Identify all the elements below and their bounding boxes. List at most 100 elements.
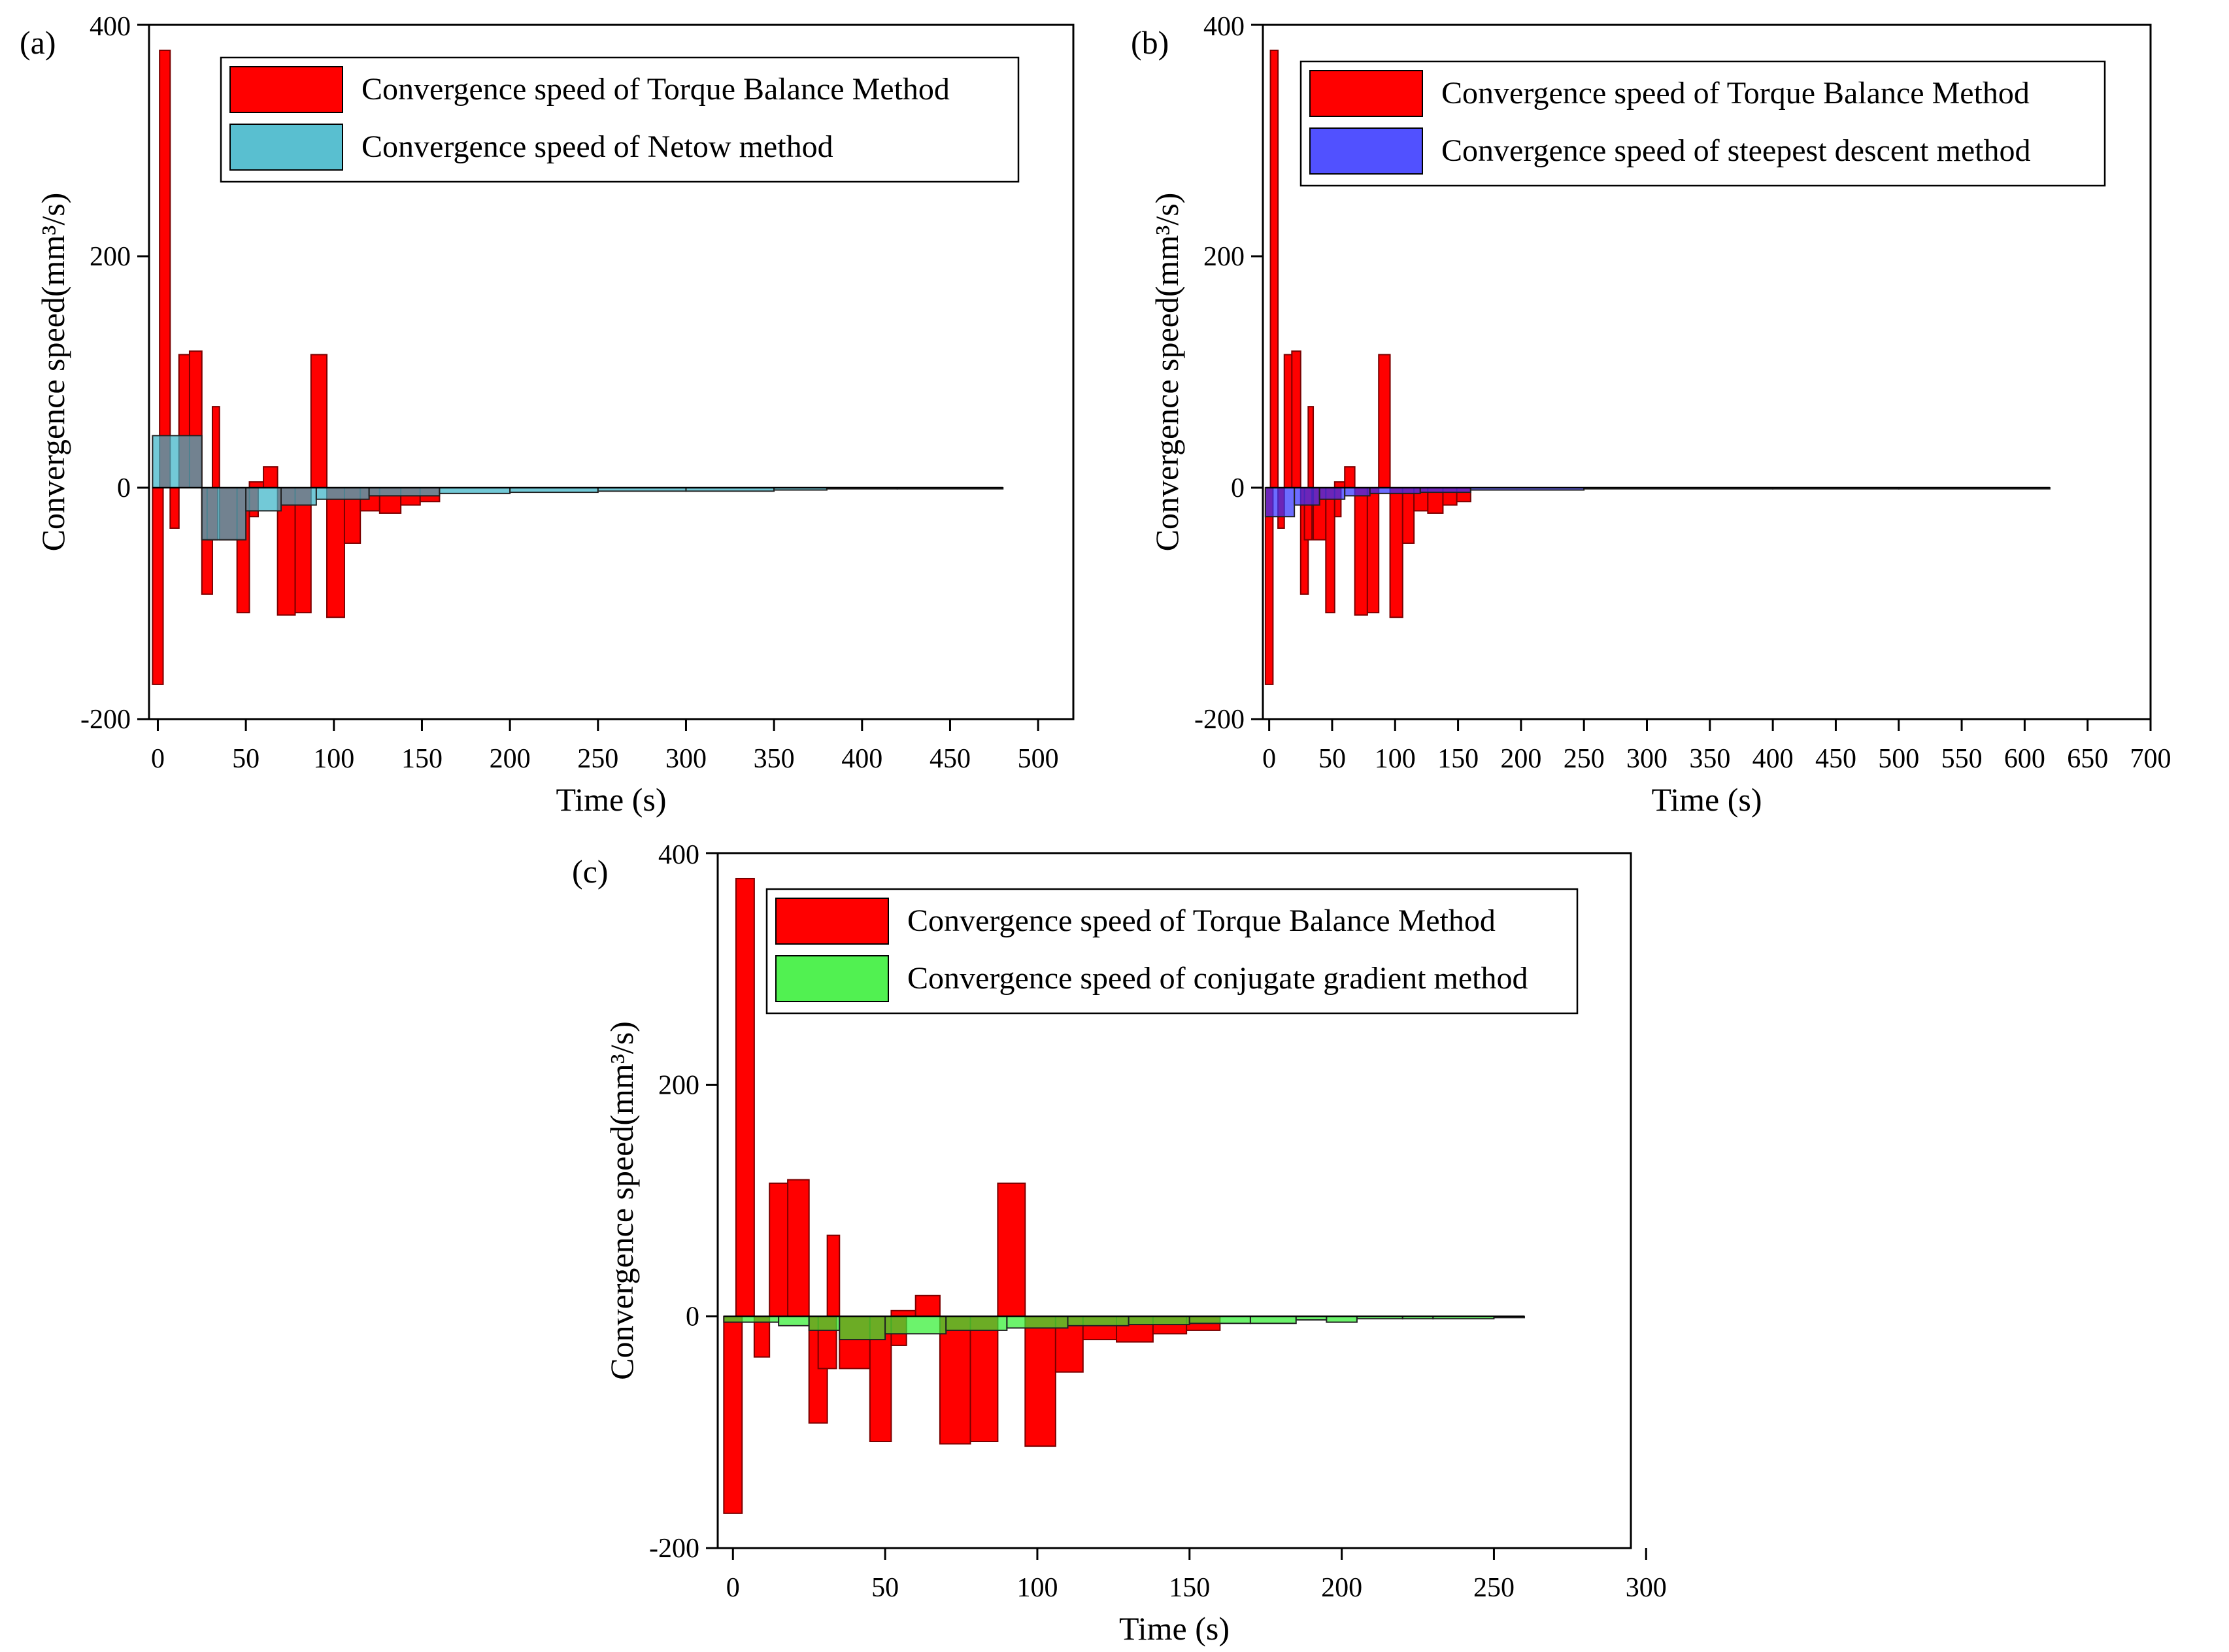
- x-axis-label-b: Time (s): [1651, 781, 1762, 818]
- xtick-label-a-500: 500: [1018, 744, 1059, 774]
- bar-c-1-15: [969, 1315, 999, 1443]
- bar-c-2-10: [1188, 1315, 1251, 1324]
- bar-b-2-2: [1294, 487, 1320, 506]
- bar-b-1-2: [1269, 49, 1279, 488]
- bar-c-1-2: [735, 877, 755, 1317]
- legend-label-b-1: Convergence speed of Torque Balance Meth…: [1441, 76, 2030, 110]
- bar-b-1-13: [1344, 466, 1356, 489]
- xtick-label-b-200: 200: [1500, 744, 1541, 774]
- xtick-label-c-250: 250: [1473, 1573, 1515, 1603]
- panel-a-plot: 0 50 100 150 200 250 300 350 400 450 500 -200 0 200 40…: [35, 12, 1075, 818]
- legend-swatch-c-1: [775, 898, 889, 945]
- bar-c-2-7: [1006, 1315, 1069, 1329]
- series-b-2: [1264, 487, 2051, 518]
- xtick-label-b-600: 600: [2004, 744, 2045, 774]
- panel-b-plot: 0 50 100 150 200 250 300 350 400 450 500 550 600 650 7…: [1148, 12, 2171, 818]
- bar-c-2-5: [884, 1315, 947, 1335]
- legend-swatch-c-2: [775, 955, 889, 1002]
- ytick-label-a--200: -200: [80, 705, 131, 735]
- bar-a-2-7: [439, 487, 511, 494]
- bar-c-1-8: [826, 1234, 841, 1317]
- bar-a-2-3: [245, 487, 282, 512]
- bar-b-2-3: [1318, 487, 1346, 500]
- bar-c-1-16: [997, 1182, 1026, 1317]
- bar-a-2-6: [368, 487, 441, 497]
- bar-a-1-2: [159, 49, 171, 488]
- bar-b-2-1: [1264, 487, 1296, 518]
- xtick-label-b-700: 700: [2130, 744, 2171, 774]
- y-axis-label-c: Convergence speed(mm³/s): [603, 1021, 640, 1380]
- panel-b: (b) 0 50 100 150 200 250 300 350 400 450 500 550 600…: [1131, 12, 2171, 818]
- xtick-label-b-400: 400: [1752, 744, 1794, 774]
- bar-c-2-3: [808, 1315, 841, 1331]
- ytick-label-b-400: 400: [1203, 12, 1245, 42]
- bar-b-1-12: [1333, 481, 1346, 489]
- legend-swatch-b-1: [1309, 70, 1423, 117]
- panel-a-label: (a): [20, 24, 56, 61]
- bar-a-2-5: [315, 487, 370, 500]
- ytick-label-b--200: -200: [1194, 705, 1245, 735]
- bar-a-1-8: [211, 406, 220, 488]
- bar-c-2-1: [723, 1315, 780, 1323]
- ytick-label-b-0: 0: [1231, 473, 1245, 503]
- xtick-label-b-450: 450: [1815, 744, 1856, 774]
- bar-c-2-8: [1067, 1315, 1130, 1326]
- bar-a-2-1: [152, 435, 203, 488]
- ytick-label-a-400: 400: [90, 12, 131, 42]
- legend-a: Convergence speed of Torque Balance Meth…: [220, 56, 1020, 183]
- bar-c-2-13: [1326, 1315, 1358, 1323]
- bar-b-2-5: [1369, 487, 1421, 494]
- bar-c-2-9: [1128, 1315, 1190, 1326]
- bar-c-1-17: [1024, 1315, 1056, 1447]
- x-axis-label-a: Time (s): [556, 781, 666, 818]
- axes-frame-c: [716, 852, 1632, 1549]
- xtick-label-a-100: 100: [313, 744, 354, 774]
- legend-label-b-2: Convergence speed of steepest descent me…: [1441, 133, 2030, 168]
- xtick-label-b-500: 500: [1878, 744, 1919, 774]
- xtick-label-b-350: 350: [1689, 744, 1730, 774]
- bar-b-2-4: [1344, 487, 1371, 497]
- xtick-label-a-350: 350: [754, 744, 795, 774]
- xtick-label-b-300: 300: [1626, 744, 1668, 774]
- xtick-label-c-0: 0: [726, 1573, 740, 1603]
- xtick-label-c-200: 200: [1321, 1573, 1362, 1603]
- panel-c-plot: 0 50 100 150 200 250 300 -200 0 200 400 Time (s) Con…: [603, 840, 1667, 1647]
- xtick-label-b-550: 550: [1941, 744, 1983, 774]
- ytick-label-a-200: 200: [90, 242, 131, 272]
- series-a-2: [152, 435, 1004, 541]
- ytick-label-c--200: -200: [649, 1534, 699, 1564]
- bar-b-1-17: [1389, 487, 1403, 618]
- panel-c-label: (c): [572, 853, 609, 890]
- x-axis-label-c: Time (s): [1119, 1610, 1230, 1647]
- xtick-label-a-400: 400: [841, 744, 882, 774]
- bar-c-1-14: [939, 1315, 971, 1445]
- xtick-label-b-150: 150: [1437, 744, 1479, 774]
- legend-label-a-2: Convergence speed of Netow method: [361, 129, 833, 164]
- xtick-label-b-100: 100: [1375, 744, 1416, 774]
- bar-c-2-4: [839, 1315, 886, 1341]
- legend-label-a-1: Convergence speed of Torque Balance Meth…: [361, 72, 950, 107]
- xtick-label-b-50: 50: [1318, 744, 1346, 774]
- xtick-label-a-200: 200: [490, 744, 531, 774]
- xtick-label-a-0: 0: [151, 744, 165, 774]
- xtick-label-c-300: 300: [1626, 1573, 1667, 1603]
- xtick-label-b-250: 250: [1564, 744, 1605, 774]
- panel-b-label: (b): [1131, 24, 1169, 61]
- bar-a-1-13: [263, 466, 278, 489]
- bar-b-1-18: [1401, 487, 1415, 544]
- y-axis-label-a: Convergence speed(mm³/s): [35, 193, 71, 552]
- ytick-label-a-0: 0: [117, 473, 131, 503]
- legend-label-c-1: Convergence speed of Torque Balance Meth…: [907, 903, 1496, 938]
- panel-c: (c) 0 50 100 150 200 250 300 -200 0 200 400 Time (s…: [572, 840, 1667, 1647]
- ytick-label-c-400: 400: [658, 840, 699, 870]
- axes-frame-b: [1262, 24, 2152, 720]
- bar-a-1-17: [326, 487, 345, 618]
- panel-a: (a) 0 50 100 150 200 250 300 350 400 450 500 -200 0 2…: [20, 12, 1075, 818]
- xtick-label-c-100: 100: [1016, 1573, 1058, 1603]
- xtick-label-a-50: 50: [232, 744, 260, 774]
- series-c-1: [723, 877, 1221, 1514]
- bar-b-1-5: [1291, 350, 1301, 489]
- bar-b-1-16: [1378, 354, 1391, 489]
- bar-a-1-3: [169, 487, 180, 529]
